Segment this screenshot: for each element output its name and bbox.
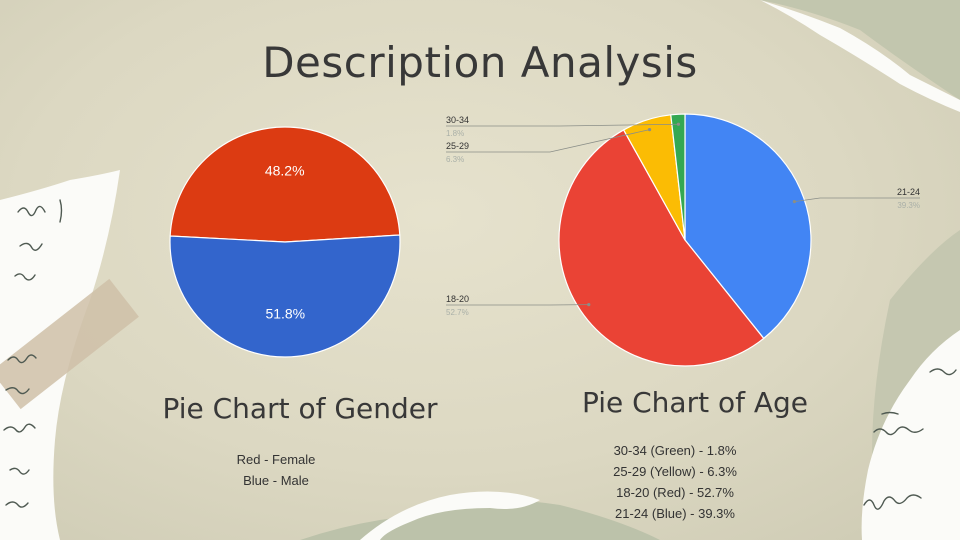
- age-pie-chart: 21-24 39.3% 18-20 52.7% 25-29 6.3% 30-34 1.8%: [446, 113, 920, 367]
- leader-dot-30-34: [676, 122, 681, 126]
- age-legend-item-21-24: 21-24 (Blue) - 39.3%: [615, 506, 735, 521]
- leader-value-18-20: 52.7%: [446, 308, 469, 317]
- gender-legend: Red - Female Blue - Male: [176, 449, 376, 491]
- leader-25-29: 25-29 6.3%: [446, 128, 652, 164]
- age-legend-item-30-34: 30-34 (Green) - 1.8%: [613, 443, 737, 458]
- leader-line-25-29: [446, 129, 650, 153]
- leader-value-21-24: 39.3%: [897, 201, 920, 210]
- slice-label-female: 48.2%: [265, 163, 305, 179]
- leader-line-30-34: [446, 123, 679, 127]
- leader-dot-25-29: [647, 128, 652, 132]
- leader-label-21-24: 21-24: [897, 187, 920, 197]
- leader-label-30-34: 30-34: [446, 115, 469, 125]
- leader-30-34: 30-34 1.8%: [446, 115, 681, 138]
- leader-dot-21-24: [792, 200, 796, 204]
- gender-legend-item-female: Red - Female: [236, 452, 316, 467]
- torn-paper-left: [0, 170, 120, 540]
- pie-slice-18-20: [558, 129, 765, 367]
- leader-value-25-29: 6.3%: [446, 155, 464, 164]
- leader-18-20: 18-20 52.7%: [446, 294, 591, 317]
- leader-label-18-20: 18-20: [446, 294, 469, 304]
- age-legend-item-18-20: 18-20 (Red) - 52.7%: [616, 485, 734, 500]
- slide-title: Description Analysis: [262, 38, 698, 87]
- leader-label-25-29: 25-29: [446, 141, 469, 151]
- age-legend: 30-34 (Green) - 1.8% 25-29 (Yellow) - 6.…: [565, 440, 785, 524]
- leader-value-30-34: 1.8%: [446, 129, 464, 138]
- gender-chart-title: Pie Chart of Gender: [162, 392, 438, 425]
- age-chart-title: Pie Chart of Age: [581, 386, 809, 419]
- leader-line-21-24: [794, 197, 920, 203]
- leader-dot-18-20: [587, 303, 591, 307]
- pie-slice-21-24: [684, 113, 812, 340]
- tape-strip: [0, 278, 139, 410]
- age-legend-item-25-29: 25-29 (Yellow) - 6.3%: [613, 464, 737, 479]
- torn-paper-bottom: [360, 491, 540, 540]
- slice-label-male: 51.8%: [265, 305, 305, 321]
- pie-slice-male: [169, 234, 401, 358]
- gender-legend-item-male: Blue - Male: [243, 473, 309, 488]
- pie-slice-female: [169, 126, 401, 243]
- gender-pie-chart: 48.2% 51.8%: [169, 126, 401, 358]
- leader-21-24: 21-24 39.3%: [792, 187, 920, 210]
- pie-slice-30-34: [670, 113, 686, 241]
